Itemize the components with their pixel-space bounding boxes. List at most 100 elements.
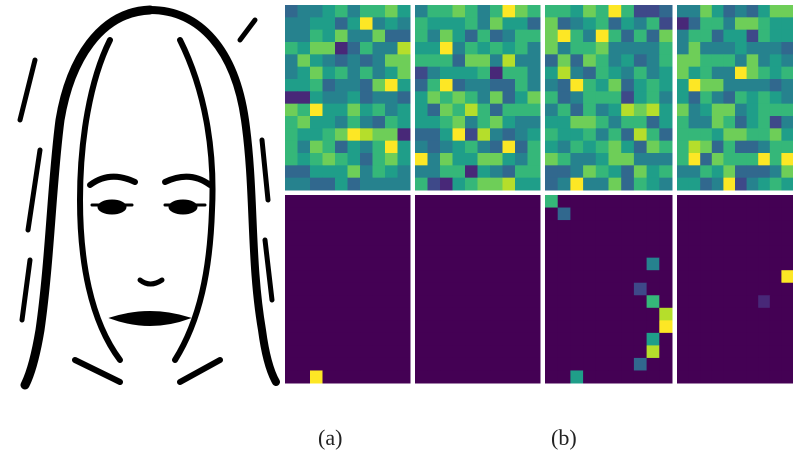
heatmap-cell [528,178,541,191]
heatmap-cell [596,320,609,333]
heatmap-cell [503,42,516,55]
heatmap-cell [659,345,672,358]
heatmap-cell [609,79,622,92]
heatmap-cell [453,295,466,308]
heatmap-cell [310,258,323,271]
heatmap-cell [758,30,770,43]
heatmap-cell [528,208,541,221]
heatmap-cell [453,320,466,333]
heatmap-cell [647,91,660,104]
heatmap-cell [285,79,298,92]
heatmap-cell [348,153,361,166]
heatmap-cell [558,141,571,154]
heatmap-cell [621,54,634,67]
heatmap-cell [348,104,361,117]
heatmap-cell [583,295,596,308]
heatmap-cell [723,54,735,67]
heatmap-cell [770,195,782,208]
heatmap-cell [385,91,398,104]
heatmap-cell [735,128,747,141]
heatmap-cell [373,153,386,166]
heatmap-cell [465,91,478,104]
heatmap-cell [440,67,453,80]
heatmap-cell [677,295,689,308]
heatmap-cell [770,128,782,141]
heatmap-cell [285,345,298,358]
heatmap-cell [465,295,478,308]
heatmap-cell [712,5,724,18]
heatmap-cell [528,320,541,333]
heatmap-cell [677,333,689,346]
heatmap-cell [323,42,336,55]
heatmap-cell [528,283,541,296]
heatmap-cell [360,178,373,191]
heatmap-cell [360,370,373,383]
heatmap-cell [758,153,770,166]
heatmap-cell [385,258,398,271]
heatmap-cell [428,295,441,308]
heatmap-cell [478,91,491,104]
heatmap-cell [545,270,558,283]
heatmap-cell [770,370,782,383]
heatmap-cell [647,220,660,233]
heatmap-cell [700,141,712,154]
heatmap-cell [385,208,398,221]
heatmap-cell [360,258,373,271]
heatmap-cell [723,116,735,129]
heatmap-cell [634,308,647,321]
heatmap-cell [298,320,311,333]
heatmap-cell [735,320,747,333]
heatmap-cell [621,67,634,80]
heatmap-cell [490,153,503,166]
heatmap-cell [323,67,336,80]
heatmap-cell [634,220,647,233]
heatmap-cell [465,358,478,371]
heatmap-cell [323,220,336,233]
heatmap-cell [689,153,701,166]
heatmap-cell [770,42,782,55]
heatmap-cell [515,116,528,129]
heatmap-cell [747,54,759,67]
heatmap-cell [770,345,782,358]
heatmap-cell [735,30,747,43]
heatmap-cell [570,54,583,67]
heatmap-cell [747,116,759,129]
heatmap-cell [415,79,428,92]
heatmap-cell [747,283,759,296]
heatmap-cell [596,17,609,30]
heatmap-cell [453,345,466,358]
heatmap-cell [478,220,491,233]
heatmap-cell [465,283,478,296]
heatmap-cell [490,258,503,271]
heatmap-cell [689,42,701,55]
heatmap-cell [570,308,583,321]
heatmap-cell [428,79,441,92]
heatmap-cell [360,345,373,358]
heatmap-cell [335,42,348,55]
heatmap-cell [596,258,609,271]
heatmap-cell [747,104,759,117]
heatmap-cell [490,54,503,67]
heatmap-cell [285,233,298,246]
heatmap-cell [723,30,735,43]
heatmap-cell [310,5,323,18]
heatmap-cell [677,308,689,321]
heatmap-cell [398,141,411,154]
heatmap-cell [478,245,491,258]
heatmap-cell [310,42,323,55]
heatmap-cell [621,116,634,129]
heatmap-cell [558,283,571,296]
heatmap-cell [758,295,770,308]
heatmap-cell [747,320,759,333]
feature-maps [285,5,793,384]
heatmap-cell [677,67,689,80]
heatmap-cell [659,17,672,30]
heatmap-cell [735,233,747,246]
heatmap-cell [770,333,782,346]
heatmap-cell [689,258,701,271]
heatmap-cell [558,79,571,92]
heatmap-cell [298,345,311,358]
heatmap-cell [659,178,672,191]
heatmap-cell [348,195,361,208]
heatmap-cell [373,270,386,283]
